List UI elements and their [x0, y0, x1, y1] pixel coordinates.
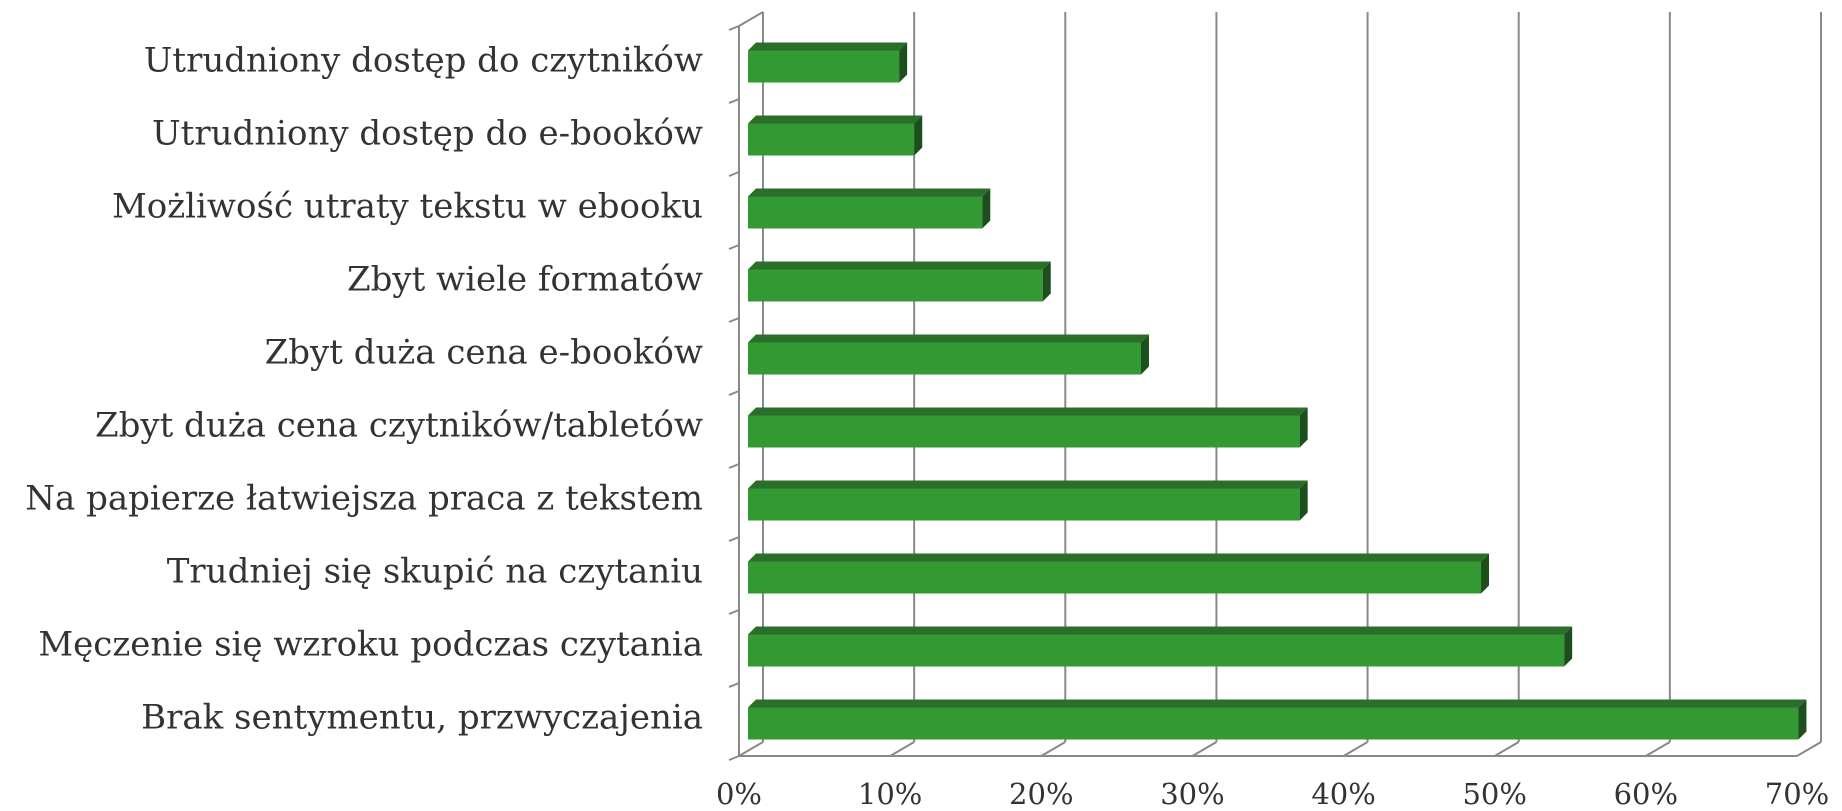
x-tick-label: 40%: [1311, 777, 1375, 811]
y-tick-label: Trudniej się skupić na czytaniu: [167, 552, 703, 592]
axis-tick: [728, 317, 740, 323]
bar: [748, 561, 1482, 594]
bar: [748, 488, 1300, 521]
bar-side: [1140, 334, 1149, 375]
x-tick-label: 60%: [1614, 777, 1678, 811]
x-tick-label: 10%: [858, 777, 922, 811]
bar-top: [748, 261, 1051, 270]
bar: [748, 50, 900, 83]
bar-top: [748, 553, 1490, 562]
grid-line: [1040, 741, 1066, 757]
axis-tick: [728, 609, 740, 615]
bar-top: [748, 699, 1807, 708]
y-tick-label: Utrudniony dostęp do e-booków: [152, 114, 703, 154]
bar-side: [1299, 407, 1308, 448]
y-tick-label: Możliwość utraty tekstu w ebooku: [112, 187, 703, 227]
bar-top: [748, 480, 1308, 489]
y-tick-label: Zbyt duża cena e-booków: [265, 333, 703, 373]
bar-side: [899, 42, 908, 83]
axis-tick: [728, 25, 740, 31]
bar-top: [748, 407, 1308, 416]
axis-tick: [728, 755, 740, 761]
bar-side: [982, 188, 991, 229]
bar: [748, 634, 1565, 667]
grid-line: [738, 741, 764, 757]
grid-line: [1191, 741, 1217, 757]
bar-top: [748, 626, 1573, 635]
bar: [748, 707, 1799, 740]
axis-tick: [728, 463, 740, 469]
bar-side: [1299, 480, 1308, 521]
grid-line: [1494, 741, 1520, 757]
grid-line: [1796, 741, 1822, 757]
bar-top: [748, 42, 908, 51]
bar: [748, 123, 915, 156]
bar: [748, 342, 1141, 375]
x-tick-label: 50%: [1462, 777, 1526, 811]
bar-top: [748, 115, 923, 124]
bar-side: [1564, 626, 1573, 667]
bar-top: [748, 188, 991, 197]
bar: [748, 415, 1300, 448]
x-tick-label: 0%: [716, 777, 762, 811]
x-tick-label: 30%: [1160, 777, 1224, 811]
bar: [748, 196, 983, 229]
y-tick-label: Na papierze łatwiejsza praca z tekstem: [25, 479, 703, 519]
grid-line: [1343, 741, 1369, 757]
x-tick-label: 70%: [1765, 777, 1829, 811]
y-tick-label: Zbyt wiele formatów: [347, 260, 703, 300]
axis-tick: [728, 98, 740, 104]
axis-tick: [728, 682, 740, 688]
axis-tick: [728, 171, 740, 177]
y-tick-label: Zbyt duża cena czytników/tabletów: [95, 406, 703, 446]
grid-line: [889, 741, 915, 757]
grid-line: [1645, 741, 1671, 757]
bar-side: [914, 115, 923, 156]
axis-tick: [728, 244, 740, 250]
axis-tick: [728, 390, 740, 396]
bar-side: [1798, 699, 1807, 740]
axis-line: [738, 11, 764, 27]
axis-tick: [728, 536, 740, 542]
bar-top: [748, 334, 1149, 343]
y-tick-label: Brak sentymentu, przwyczajenia: [141, 698, 703, 738]
bar-side: [1481, 553, 1490, 594]
bar: [748, 269, 1043, 302]
x-tick-label: 20%: [1009, 777, 1073, 811]
y-tick-label: Utrudniony dostęp do czytników: [144, 41, 703, 81]
y-tick-label: Męczenie się wzroku podczas czytania: [38, 625, 703, 665]
bar-side: [1042, 261, 1051, 302]
